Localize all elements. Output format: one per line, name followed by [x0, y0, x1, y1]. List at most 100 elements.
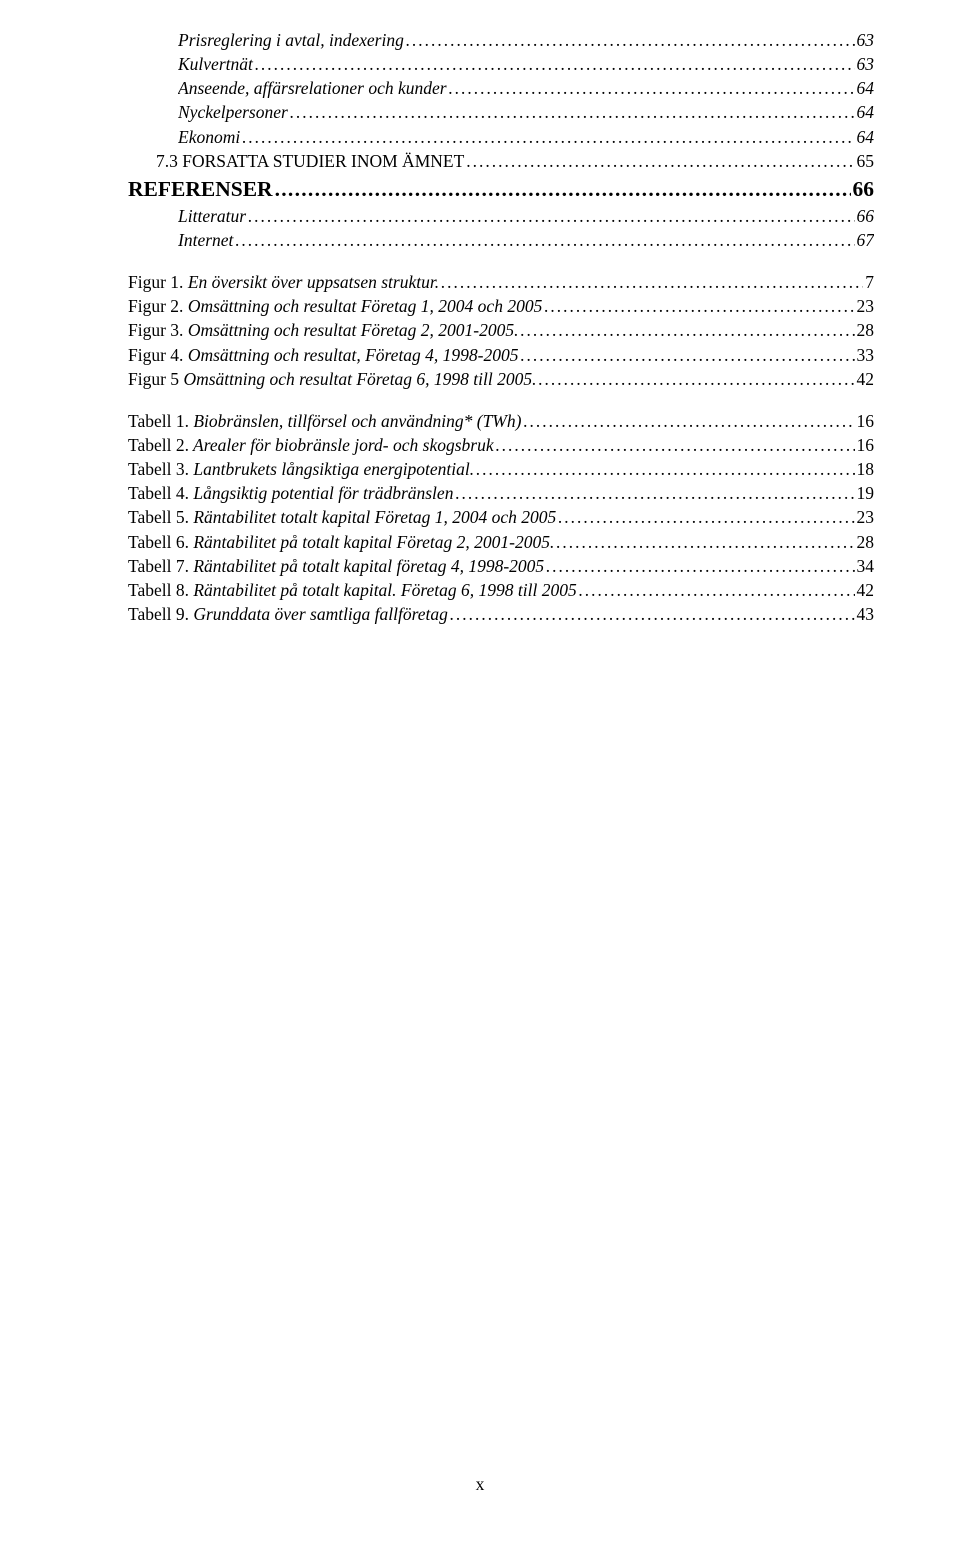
- toc-line: Kulvertnät 63: [178, 52, 874, 76]
- toc-label: Tabell 1. Biobränslen, tillförsel och an…: [128, 409, 521, 433]
- toc-label: Tabell 9. Grunddata över samtliga fallfö…: [128, 602, 448, 626]
- toc-label-head: Tabell 2.: [128, 435, 189, 455]
- toc-page: 63: [857, 52, 875, 76]
- toc-label-tail: Räntabilitet på totalt kapital Företag 2…: [189, 532, 554, 552]
- toc-label-tail: Omsättning och resultat Företag 1, 2004 …: [188, 296, 543, 316]
- toc-top-block: Prisreglering i avtal, indexering63Kulve…: [128, 28, 874, 173]
- toc-page: 28: [857, 318, 875, 342]
- toc-line: Tabell 6. Räntabilitet på totalt kapital…: [128, 530, 874, 554]
- toc-label: Kulvertnät: [178, 52, 253, 76]
- toc-dots: [558, 505, 854, 529]
- toc-label: Figur 1. En översikt över uppsatsen stru…: [128, 270, 439, 294]
- toc-label: Tabell 4. Långsiktig potential för trädb…: [128, 481, 453, 505]
- toc-line: 7.3 FORSATTA STUDIER INOM ÄMNET65: [156, 149, 874, 173]
- toc-line: Tabell 2. Arealer för biobränsle jord- o…: [128, 433, 874, 457]
- toc-label-tail: Grunddata över samtliga fallföretag: [189, 604, 448, 624]
- toc-line: Tabell 4. Långsiktig potential för trädb…: [128, 481, 874, 505]
- toc-dots: [546, 554, 854, 578]
- toc-page: 16: [857, 409, 875, 433]
- toc-label: Figur 5 Omsättning och resultat Företag …: [128, 367, 537, 391]
- toc-label-head: Tabell 1.: [128, 411, 189, 431]
- toc-dots: [449, 76, 855, 100]
- toc-line: Nyckelpersoner64: [178, 100, 874, 124]
- toc-label: Prisreglering i avtal, indexering: [178, 28, 404, 52]
- toc-label: Tabell 6. Räntabilitet på totalt kapital…: [128, 530, 554, 554]
- toc-page: 23: [857, 505, 875, 529]
- toc-page: 64: [857, 100, 875, 124]
- toc-page: 23: [857, 294, 875, 318]
- toc-dots: [242, 125, 854, 149]
- toc-label-tail: Långsiktig potential för trädbränslen: [189, 483, 453, 503]
- toc-line: Tabell 9. Grunddata över samtliga fallfö…: [128, 602, 874, 626]
- toc-h1-label: REFERENSER: [128, 177, 273, 202]
- page: Prisreglering i avtal, indexering63Kulve…: [0, 0, 960, 1543]
- toc-label: Tabell 3. Lantbrukets långsiktiga energi…: [128, 457, 474, 481]
- toc-label-head: Tabell 6.: [128, 532, 189, 552]
- toc-line: Tabell 1. Biobränslen, tillförsel och an…: [128, 409, 874, 433]
- toc-dots: [521, 343, 855, 367]
- toc-refs-block: Litteratur66Internet 67: [128, 204, 874, 252]
- toc-label-head: Tabell 7.: [128, 556, 189, 576]
- toc-label: Figur 3. Omsättning och resultat Företag…: [128, 318, 519, 342]
- toc-dots: [556, 530, 854, 554]
- toc-line: Internet 67: [178, 228, 874, 252]
- toc-line: Ekonomi64: [178, 125, 874, 149]
- toc-page: 64: [857, 125, 875, 149]
- toc-label-head: Tabell 8.: [128, 580, 189, 600]
- toc-line: Figur 5 Omsättning och resultat Företag …: [128, 367, 874, 391]
- toc-label: Figur 2. Omsättning och resultat Företag…: [128, 294, 542, 318]
- toc-page: 28: [857, 530, 875, 554]
- figures-block: Figur 1. En översikt över uppsatsen stru…: [128, 270, 874, 391]
- toc-line: Anseende, affärsrelationer och kunder 64: [178, 76, 874, 100]
- toc-line: Figur 3. Omsättning och resultat Företag…: [128, 318, 874, 342]
- toc-label-head: Tabell 3.: [128, 459, 189, 479]
- tables-block: Tabell 1. Biobränslen, tillförsel och an…: [128, 409, 874, 626]
- toc-label-head: Figur 5: [128, 369, 183, 389]
- toc-line: Figur 4. Omsättning och resultat, Företa…: [128, 343, 874, 367]
- toc-line: Tabell 3. Lantbrukets långsiktiga energi…: [128, 457, 874, 481]
- toc-dots: [406, 28, 855, 52]
- gap: [128, 391, 874, 409]
- toc-dots: [579, 578, 855, 602]
- toc-line: Tabell 7. Räntabilitet på totalt kapital…: [128, 554, 874, 578]
- toc-dots: [523, 409, 854, 433]
- toc-line: Tabell 5. Räntabilitet totalt kapital Fö…: [128, 505, 874, 529]
- toc-label: Tabell 7. Räntabilitet på totalt kapital…: [128, 554, 544, 578]
- toc-label: Internet: [178, 228, 233, 252]
- toc-label: Tabell 8. Räntabilitet på totalt kapital…: [128, 578, 577, 602]
- toc-label-tail: En översikt över uppsatsen struktur.: [188, 272, 439, 292]
- toc-page: 64: [857, 76, 875, 100]
- toc-page: 16: [857, 433, 875, 457]
- toc-dots: [235, 228, 854, 252]
- toc-label: Anseende, affärsrelationer och kunder: [178, 76, 447, 100]
- toc-dots: [496, 433, 855, 457]
- toc-line: Litteratur66: [178, 204, 874, 228]
- toc-label-tail: Omsättning och resultat Företag 6, 1998 …: [183, 369, 536, 389]
- toc-line: Figur 2. Omsättning och resultat Företag…: [128, 294, 874, 318]
- toc-dots: [466, 149, 854, 173]
- toc-label-head: Tabell 9.: [128, 604, 189, 624]
- toc-page: 7: [865, 270, 874, 294]
- toc-label-tail: Omsättning och resultat, Företag 4, 1998…: [188, 345, 519, 365]
- toc-dots: [544, 294, 854, 318]
- toc-line: Prisreglering i avtal, indexering 63: [178, 28, 874, 52]
- toc-page: 66: [857, 204, 875, 228]
- toc-dots: [455, 481, 854, 505]
- page-number: x: [0, 1474, 960, 1495]
- toc-page: 34: [857, 554, 875, 578]
- toc-label-head: Figur 4.: [128, 345, 188, 365]
- toc-label-tail: Räntabilitet på totalt kapital företag 4…: [189, 556, 544, 576]
- toc-label-tail: Arealer för biobränsle jord- och skogsbr…: [189, 435, 494, 455]
- toc-page: 43: [857, 602, 875, 626]
- toc-dots: [539, 367, 855, 391]
- toc-page: 67: [857, 228, 875, 252]
- toc-dots: [476, 457, 854, 481]
- toc-label: Tabell 5. Räntabilitet totalt kapital Fö…: [128, 505, 556, 529]
- toc-page: 63: [857, 28, 875, 52]
- toc-page: 18: [857, 457, 875, 481]
- toc-page: 42: [857, 578, 875, 602]
- toc-h1-referenser: REFERENSER 66: [128, 177, 874, 202]
- toc-label-tail: Räntabilitet totalt kapital Företag 1, 2…: [189, 507, 556, 527]
- toc-label-head: Figur 3.: [128, 320, 188, 340]
- toc-dots: [275, 177, 851, 202]
